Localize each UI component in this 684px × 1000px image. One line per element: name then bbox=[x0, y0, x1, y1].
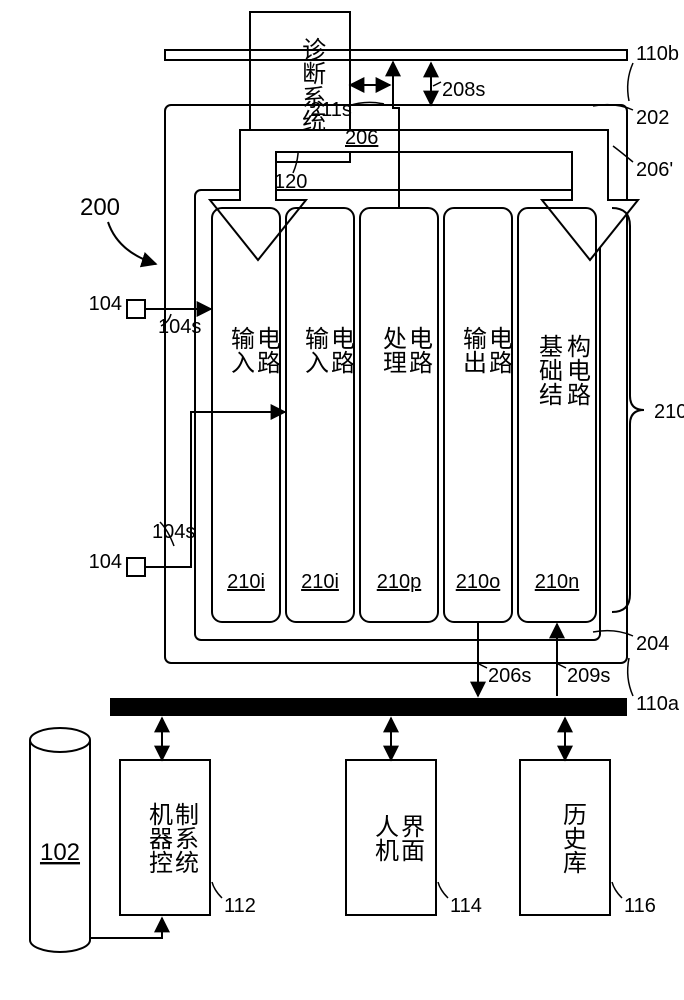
svg-text:电路: 电路 bbox=[485, 326, 513, 374]
bus-top bbox=[165, 50, 627, 60]
big-double-arrow bbox=[210, 130, 638, 260]
box-out: 输出 电路 210o bbox=[444, 208, 513, 622]
svg-text:历史库: 历史库 bbox=[559, 802, 587, 874]
svg-text:210i: 210i bbox=[301, 571, 339, 593]
signal-206s: 206s bbox=[488, 665, 531, 687]
svg-text:210o: 210o bbox=[456, 571, 501, 593]
box-mcs: 机器控 制系统 112 bbox=[120, 760, 256, 917]
svg-text:处理: 处理 bbox=[379, 326, 407, 374]
svg-text:112: 112 bbox=[224, 895, 256, 917]
cluster-ref: 210 bbox=[654, 401, 684, 423]
signal-208s: 208s bbox=[442, 79, 485, 101]
svg-text:102: 102 bbox=[40, 839, 80, 866]
box-in2: 输入 电路 210i bbox=[286, 208, 355, 622]
svg-text:机器控: 机器控 bbox=[145, 802, 173, 874]
svg-text:电路: 电路 bbox=[405, 326, 433, 374]
svg-text:基础结: 基础结 bbox=[535, 334, 563, 406]
inner-container-ref: 204 bbox=[636, 633, 669, 655]
diagram-canvas: 200 102 110b 诊断系统 120 110a 202 204 206 2… bbox=[0, 0, 684, 1000]
arrow-206-ref: 206 bbox=[345, 127, 378, 149]
sensor-bottom bbox=[127, 558, 145, 576]
svg-text:构电路: 构电路 bbox=[563, 334, 591, 406]
sensor-bottom-label: 104 bbox=[89, 551, 122, 573]
box-proc: 处理 电路 210p bbox=[360, 208, 438, 622]
box-infra: 基础结 构电路 210n bbox=[518, 208, 596, 622]
svg-text:制系统: 制系统 bbox=[171, 802, 199, 874]
svg-text:210p: 210p bbox=[377, 571, 422, 593]
sensor-top bbox=[127, 300, 145, 318]
bus-bottom-label: 110a bbox=[636, 693, 680, 715]
svg-text:电路: 电路 bbox=[327, 326, 355, 374]
bus-bottom bbox=[110, 698, 627, 716]
box-in1: 输入 电路 210i bbox=[212, 208, 281, 622]
svg-text:210i: 210i bbox=[227, 571, 265, 593]
svg-text:输入: 输入 bbox=[301, 326, 329, 374]
svg-text:界面: 界面 bbox=[397, 814, 424, 862]
box-hist: 历史库 116 bbox=[520, 760, 656, 917]
box-hmi: 人机 界面 114 bbox=[346, 760, 482, 917]
svg-text:输入: 输入 bbox=[227, 326, 255, 374]
svg-text:116: 116 bbox=[624, 895, 656, 917]
bus-top-label: 110b bbox=[636, 43, 679, 65]
svg-text:人机: 人机 bbox=[371, 814, 399, 862]
figure-ref: 200 bbox=[80, 194, 120, 221]
outer-container-ref: 202 bbox=[636, 107, 669, 129]
svg-text:200: 200 bbox=[80, 194, 120, 221]
svg-text:输出: 输出 bbox=[459, 326, 486, 374]
cylinder-102: 102 bbox=[30, 728, 90, 952]
svg-text:114: 114 bbox=[450, 895, 482, 917]
arrow-206p-ref: 206' bbox=[636, 159, 673, 181]
sensor-bottom-signal: 104s bbox=[152, 521, 195, 543]
sensor-top-signal: 104s bbox=[158, 316, 201, 338]
signal-209s: 209s bbox=[567, 665, 610, 687]
signal-211s: 211s bbox=[310, 99, 352, 121]
sensor-top-label: 104 bbox=[89, 293, 122, 315]
svg-text:210n: 210n bbox=[535, 571, 580, 593]
svg-text:电路: 电路 bbox=[253, 326, 281, 374]
